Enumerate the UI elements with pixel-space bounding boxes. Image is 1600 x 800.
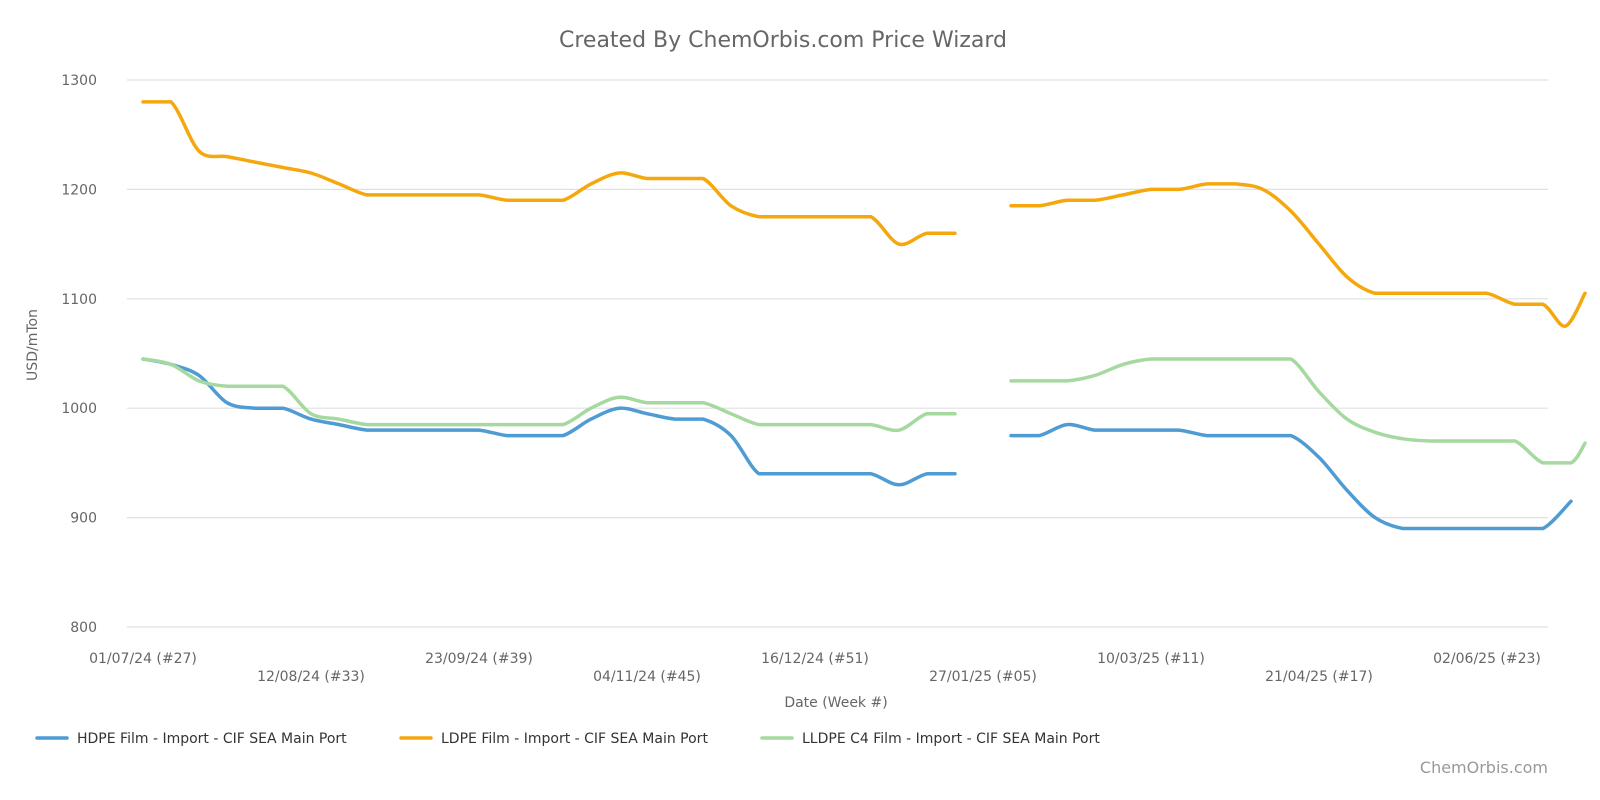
- series-line-2-segment-2[interactable]: [1009, 182, 1587, 328]
- x-tick-label: 04/11/24 (#45): [593, 669, 701, 685]
- y-tick-label: 1000: [61, 401, 97, 417]
- y-axis-ticks: 800 900 1000 1100 1200 1300: [61, 73, 97, 636]
- legend-item-2[interactable]: LDPE Film - Import - CIF SEA Main Port: [399, 731, 708, 747]
- x-tick-label: 21/04/25 (#17): [1265, 669, 1373, 685]
- y-tick-label: 1200: [61, 182, 97, 198]
- x-tick-label: 10/03/25 (#11): [1097, 651, 1205, 667]
- x-tick-label: 01/07/24 (#27): [89, 651, 197, 667]
- x-tick-label: 27/01/25 (#05): [929, 669, 1037, 685]
- legend-label: HDPE Film - Import - CIF SEA Main Port: [77, 731, 347, 747]
- y-tick-label: 1300: [61, 73, 97, 89]
- x-tick-label: 12/08/24 (#33): [257, 669, 365, 685]
- series-line-1-segment-1[interactable]: [141, 357, 957, 487]
- x-tick-label: 23/09/24 (#39): [425, 651, 533, 667]
- y-tick-label: 900: [70, 511, 97, 527]
- series-line-3-segment-2[interactable]: [1009, 357, 1587, 465]
- legend[interactable]: HDPE Film - Import - CIF SEA Main Port LD…: [35, 731, 1100, 747]
- x-axis-ticks: 01/07/24 (#27) 12/08/24 (#33) 23/09/24 (#3…: [89, 651, 1541, 685]
- series-line-1-segment-2[interactable]: [1009, 422, 1573, 531]
- legend-item-1[interactable]: HDPE Film - Import - CIF SEA Main Port: [35, 731, 347, 747]
- series-line-3-segment-1[interactable]: [141, 357, 957, 433]
- chemorbis-credit[interactable]: ChemOrbis.com: [1420, 758, 1548, 777]
- y-tick-label: 1100: [61, 292, 97, 308]
- y-tick-label: 800: [70, 620, 97, 636]
- chart-title: Created By ChemOrbis.com Price Wizard: [559, 28, 1007, 53]
- x-tick-label: 16/12/24 (#51): [761, 651, 869, 667]
- x-axis-label: Date (Week #): [784, 695, 887, 711]
- series-line-2-segment-1[interactable]: [141, 100, 957, 247]
- legend-item-3[interactable]: LLDPE C4 Film - Import - CIF SEA Main Po…: [760, 731, 1100, 747]
- legend-label: LDPE Film - Import - CIF SEA Main Port: [441, 731, 708, 747]
- series-layer: [141, 100, 1587, 531]
- x-tick-label: 02/06/25 (#23): [1433, 651, 1541, 667]
- y-axis-label: USD/mTon: [25, 309, 41, 381]
- legend-label: LLDPE C4 Film - Import - CIF SEA Main Po…: [802, 731, 1100, 747]
- grid-layer: [127, 79, 1548, 628]
